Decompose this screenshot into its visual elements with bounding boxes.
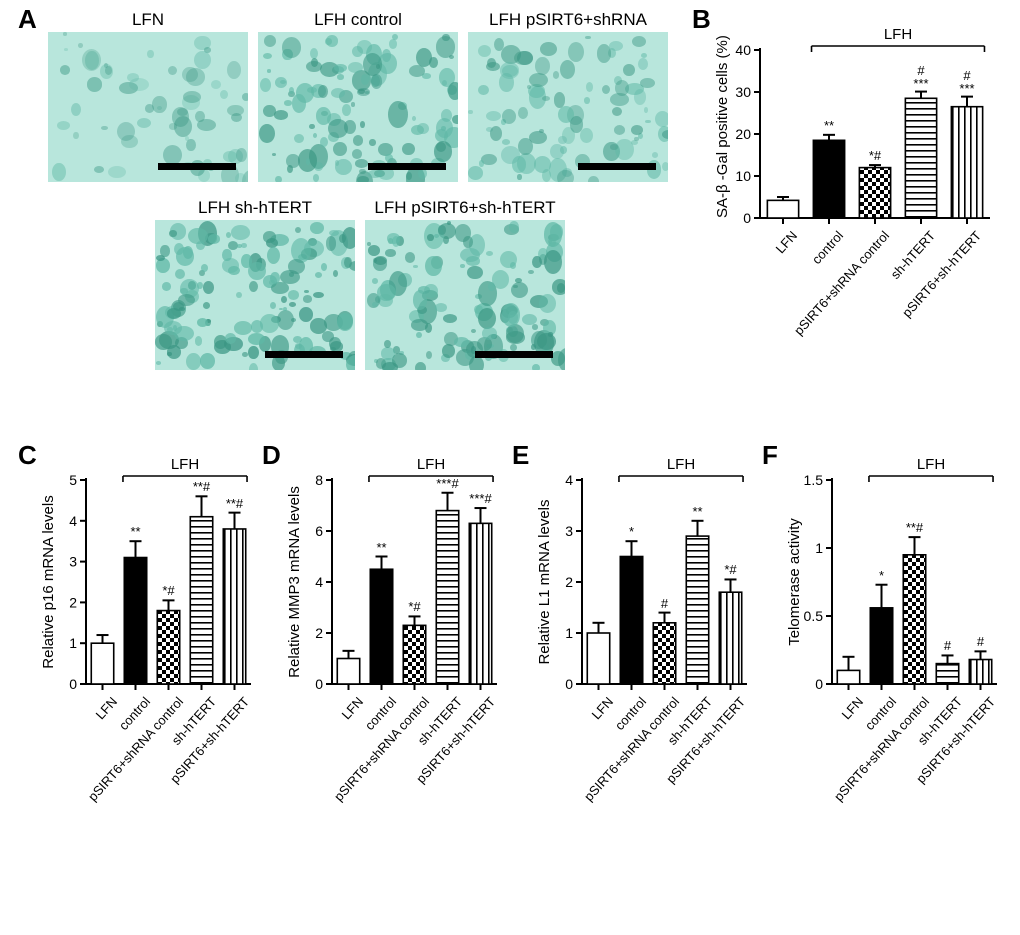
significance-marker: * xyxy=(860,569,904,582)
svg-text:0: 0 xyxy=(315,676,323,692)
svg-text:4: 4 xyxy=(315,574,323,590)
significance-marker: #*** xyxy=(945,69,989,95)
significance-marker: ***# xyxy=(426,477,470,490)
bar-chart-F: 00.511.5Telomerase activityLFHLFNcontrol… xyxy=(772,454,1007,894)
significance-marker: * xyxy=(610,525,654,538)
y-axis-label: Telomerase activity xyxy=(786,480,803,684)
micrograph: LFH pSIRT6+shRNA control xyxy=(468,32,668,182)
significance-marker: ** xyxy=(114,525,158,538)
svg-text:5: 5 xyxy=(69,472,77,488)
group-bracket-label: LFH xyxy=(878,26,918,43)
scalebar xyxy=(158,163,236,170)
group-bracket-label: LFH xyxy=(911,456,951,473)
svg-text:30: 30 xyxy=(735,84,751,100)
svg-text:4: 4 xyxy=(69,513,77,529)
significance-marker: *# xyxy=(853,149,897,162)
significance-marker: ** xyxy=(360,541,404,554)
scalebar xyxy=(475,351,553,358)
svg-text:6: 6 xyxy=(315,523,323,539)
significance-marker: # xyxy=(643,597,687,610)
micrograph-image xyxy=(365,220,565,370)
micrograph-image xyxy=(258,32,458,182)
bar-chart-D: 02468Relative MMP3 mRNA levelsLFHLFNcont… xyxy=(272,454,507,894)
svg-text:0: 0 xyxy=(743,210,751,226)
svg-text:0: 0 xyxy=(69,676,77,692)
significance-marker: #*** xyxy=(899,64,943,90)
significance-marker: **# xyxy=(180,480,224,493)
micrograph-label: LFH control xyxy=(258,10,458,30)
micrograph: LFH pSIRT6+sh-hTERT xyxy=(365,220,565,370)
micrograph: LFH control xyxy=(258,32,458,182)
micrograph-label: LFH pSIRT6+sh-hTERT xyxy=(365,198,565,218)
y-axis-label: Relative L1 mRNA levels xyxy=(536,480,553,684)
significance-marker: # xyxy=(959,635,1003,648)
svg-text:8: 8 xyxy=(315,472,323,488)
bar-chart-E: 01234Relative L1 mRNA levelsLFHLFNcontro… xyxy=(522,454,757,894)
significance-marker: *# xyxy=(709,563,753,576)
scalebar xyxy=(265,351,343,358)
micrograph-label: LFH sh-hTERT xyxy=(155,198,355,218)
micrograph: LFH sh-hTERT xyxy=(155,220,355,370)
significance-marker: *# xyxy=(393,600,437,613)
svg-text:3: 3 xyxy=(69,554,77,570)
svg-text:1: 1 xyxy=(69,635,77,651)
svg-text:40: 40 xyxy=(735,42,751,58)
svg-text:0.5: 0.5 xyxy=(804,608,824,624)
micrograph-label: LFN xyxy=(48,10,248,30)
scalebar xyxy=(368,163,446,170)
significance-marker: ** xyxy=(676,505,720,518)
y-axis-label: SA-β -Gal positive cells (%) xyxy=(714,50,731,218)
significance-marker: ** xyxy=(807,119,851,132)
svg-text:1: 1 xyxy=(815,540,823,556)
significance-marker: **# xyxy=(213,497,257,510)
svg-text:1: 1 xyxy=(565,625,573,641)
y-axis-label: Relative MMP3 mRNA levels xyxy=(286,480,303,684)
svg-text:4: 4 xyxy=(565,472,573,488)
significance-marker: *# xyxy=(147,584,191,597)
significance-marker: ***# xyxy=(459,492,503,505)
group-bracket-label: LFH xyxy=(661,456,701,473)
micrograph-image xyxy=(48,32,248,182)
group-bracket-label: LFH xyxy=(411,456,451,473)
micrograph: LFN xyxy=(48,32,248,182)
scalebar xyxy=(578,163,656,170)
svg-text:3: 3 xyxy=(565,523,573,539)
micrograph-image xyxy=(468,32,668,182)
svg-text:2: 2 xyxy=(565,574,573,590)
significance-marker: **# xyxy=(893,521,937,534)
svg-text:1.5: 1.5 xyxy=(804,472,824,488)
bar-chart-B: 0 10 20 30 40SA-β -Gal positive cells (%) LFH… xyxy=(700,18,1000,388)
bar-chart-C: 012345Relative p16 mRNA levelsLFHLFNcont… xyxy=(26,454,261,894)
group-bracket-label: LFH xyxy=(165,456,205,473)
figure-root: A B C D E F LFNLFH controlLFH pSIRT6+shR… xyxy=(0,0,1020,935)
svg-text:0: 0 xyxy=(565,676,573,692)
svg-text:2: 2 xyxy=(69,594,77,610)
svg-text:0: 0 xyxy=(815,676,823,692)
y-axis-label: Relative p16 mRNA levels xyxy=(40,480,57,684)
svg-text:2: 2 xyxy=(315,625,323,641)
svg-text:10: 10 xyxy=(735,168,751,184)
panel-label-A: A xyxy=(18,4,37,35)
svg-text:20: 20 xyxy=(735,126,751,142)
micrograph-image xyxy=(155,220,355,370)
